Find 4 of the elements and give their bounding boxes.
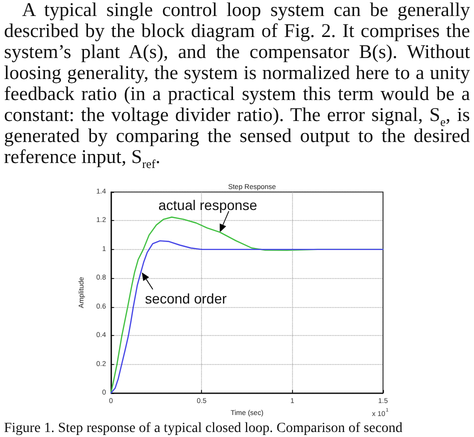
annotation: actual response [158,197,258,214]
text: A typical single control loop system can be generally described by the block diagram of Fig. 2. It comprises the system’s plant A(s), and the compensator B(s). Without loosing generality, the system is normalized here to a unity feedback ratio (in a practical system this term would be a constant: the voltage divider ratio). The error signal, S$_{e}$, is generated by comparing the sensed output to the desired reference input, S$_{ref}$. [4,0,470,171]
caption: Figure 1. Step response of a typical closed loop. Comparison of second [4,421,404,436]
annotation: second order [144,290,228,306]
